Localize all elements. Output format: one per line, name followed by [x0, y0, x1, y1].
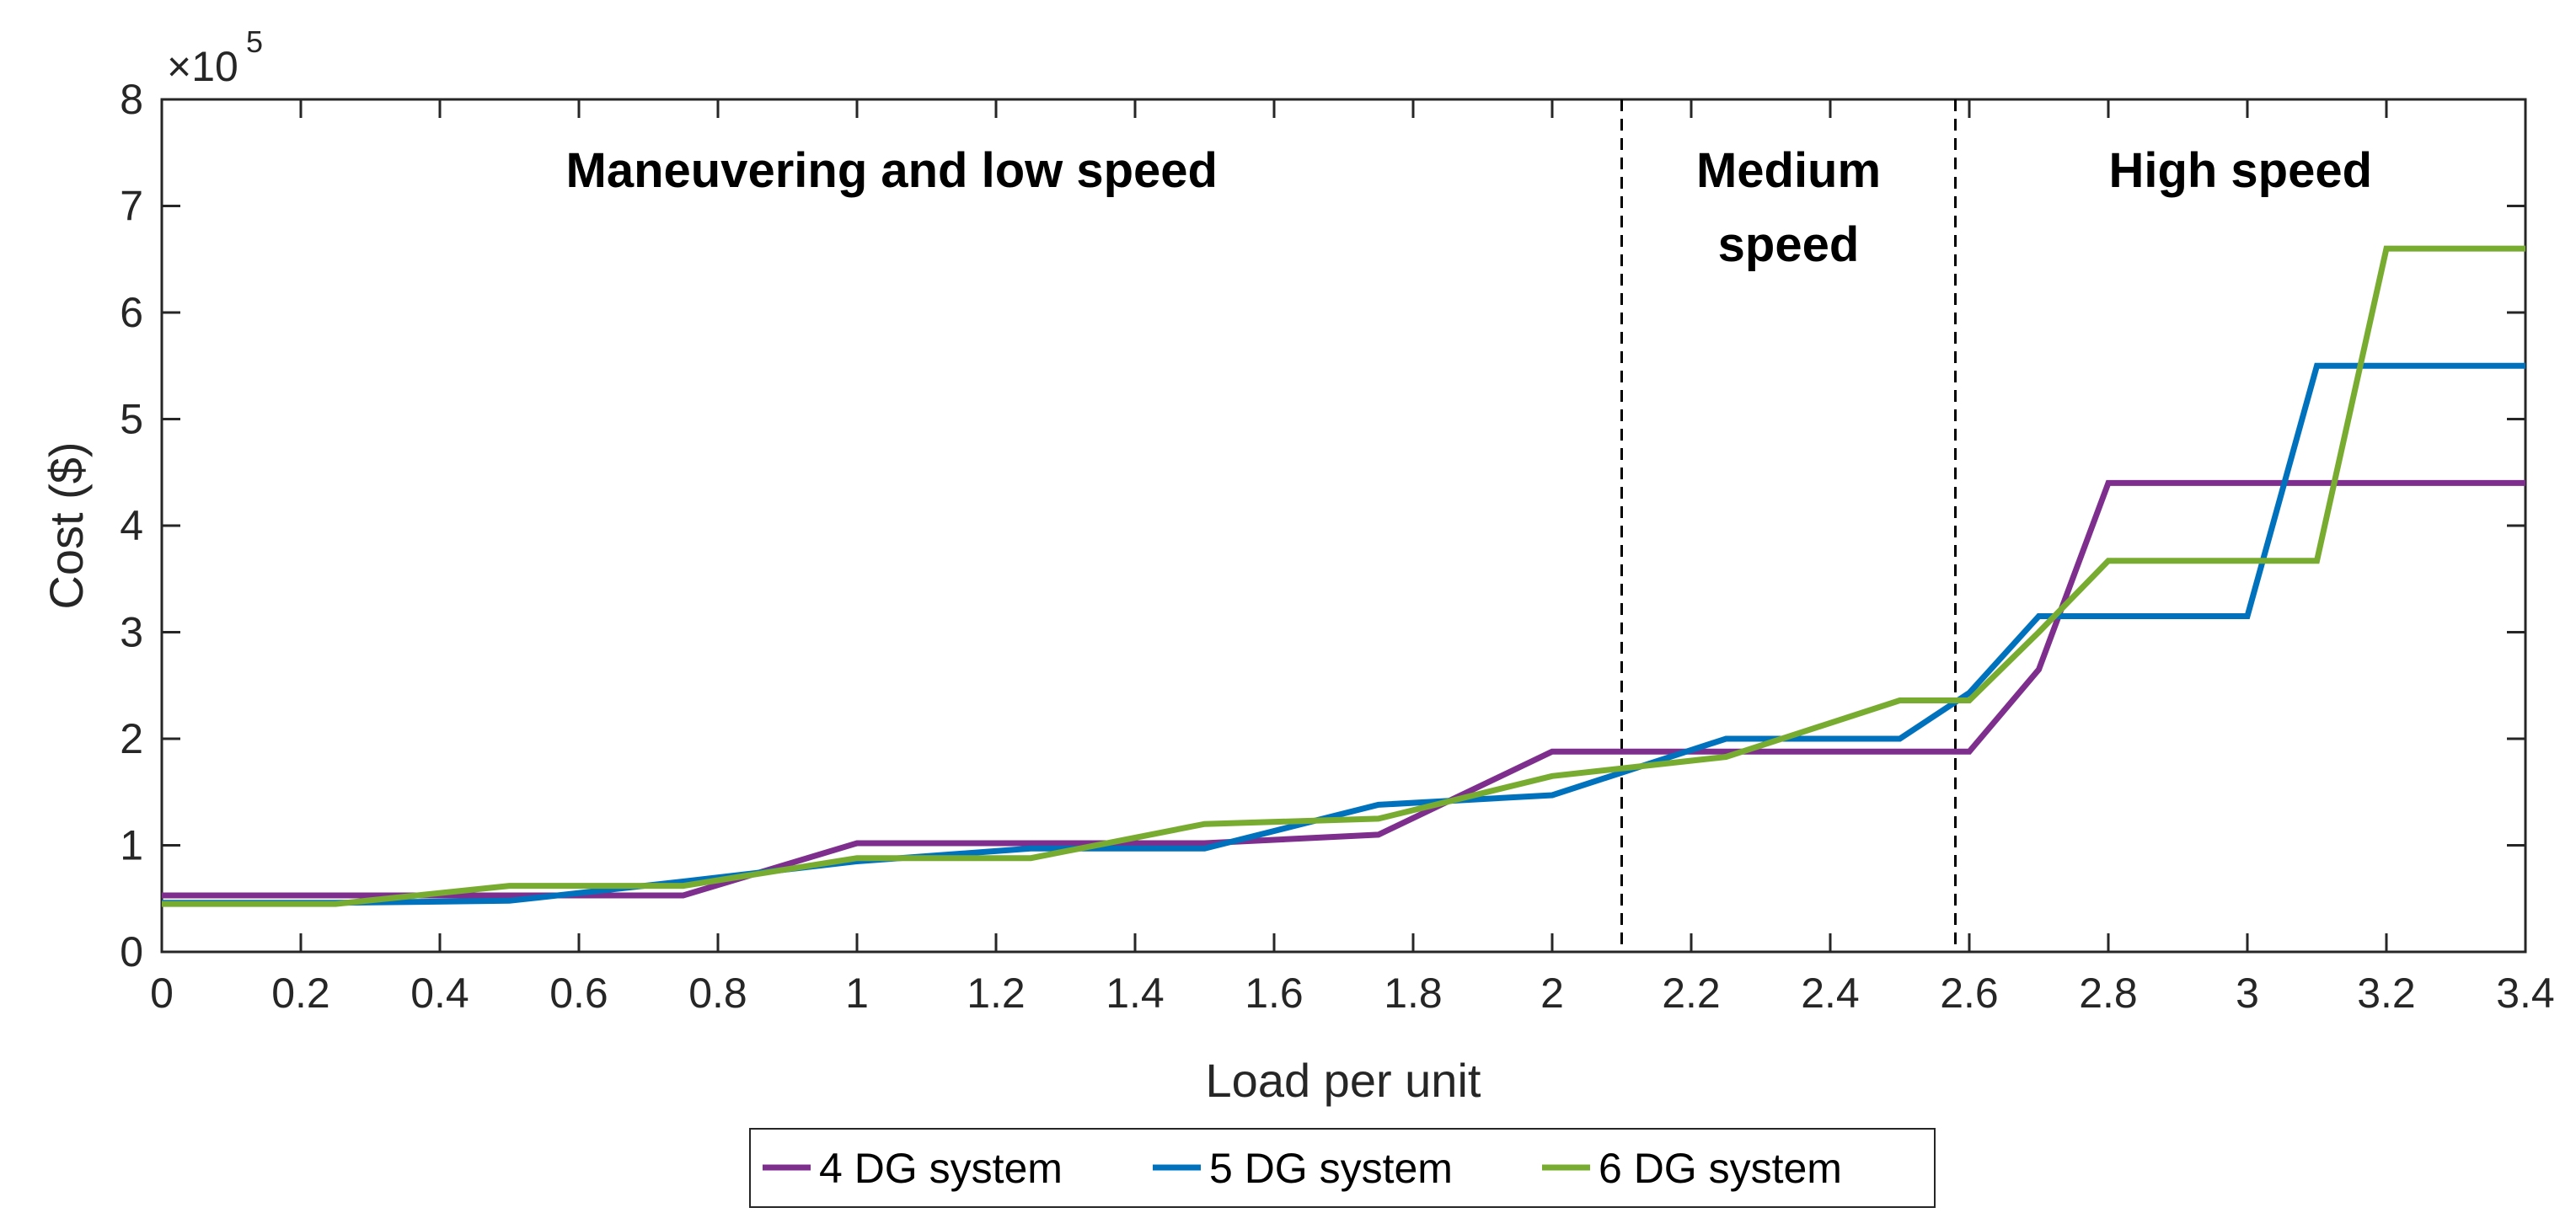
legend-label-6dg: 6 DG system — [1599, 1145, 1842, 1192]
series-layer — [162, 245, 2525, 907]
y-tick-label: 1 — [120, 822, 143, 869]
x-tick-label: 1 — [845, 970, 869, 1017]
y-axis-title: Cost ($) — [40, 441, 93, 609]
x-tick-label: 2.4 — [1801, 970, 1860, 1017]
x-tick-label: 2.6 — [1940, 970, 1999, 1017]
y-tick-label: 2 — [120, 715, 143, 762]
legend-label-5dg: 5 DG system — [1209, 1145, 1453, 1192]
y-tick-label: 4 — [120, 502, 143, 549]
x-tick-label: 2.2 — [1662, 970, 1721, 1017]
x-tick-label: 3 — [2236, 970, 2259, 1017]
plot-area — [160, 98, 2527, 954]
region-layer: Maneuvering and low speed Medium speed High… — [566, 99, 2372, 952]
x-tick-label: 2 — [1540, 970, 1564, 1017]
y-tick-label: 0 — [120, 928, 143, 975]
x-tick-label: 1.8 — [1384, 970, 1443, 1017]
legend-label-4dg: 4 DG system — [819, 1145, 1063, 1192]
y-multiplier-exponent: 5 — [246, 24, 263, 59]
x-axis-title: Load per unit — [1206, 1054, 1481, 1107]
region-label: High speed — [2108, 143, 2372, 198]
y-tick-label: 3 — [120, 609, 143, 656]
x-tick-label: 2.8 — [2079, 970, 2138, 1017]
y-tick-label: 8 — [120, 76, 143, 123]
y-tick-label: 6 — [120, 289, 143, 336]
series-line-4dg — [162, 479, 2525, 899]
region-label: Medium — [1696, 143, 1881, 198]
x-tick-label: 0.8 — [688, 970, 747, 1017]
x-tick-label: 0.6 — [549, 970, 608, 1017]
series-line-5dg — [162, 362, 2525, 906]
x-tick-label: 1.4 — [1106, 970, 1165, 1017]
legend-box — [749, 1128, 1936, 1208]
x-tick-label: 1.2 — [967, 970, 1026, 1017]
y-axis: 0 1 2 3 4 5 6 7 8 — [120, 76, 2525, 975]
region-label: Maneuvering and low speed — [566, 143, 1218, 198]
y-tick-label: 5 — [120, 396, 143, 443]
x-tick-label: 0.4 — [410, 970, 469, 1017]
legend: 4 DG system 5 DG system 6 DG system — [749, 1128, 1936, 1208]
x-tick-label: 3.2 — [2357, 970, 2416, 1017]
x-tick-label: 0.2 — [271, 970, 330, 1017]
x-tick-label: 1.6 — [1245, 970, 1304, 1017]
y-tick-label: 7 — [120, 183, 143, 230]
series-line-6dg — [162, 245, 2525, 907]
x-tick-label: 3.4 — [2496, 970, 2555, 1017]
region-label: speed — [1718, 217, 1860, 272]
x-tick-label: 0 — [150, 970, 174, 1017]
y-multiplier-base: ×10 — [167, 43, 238, 90]
x-axis: 0 0.2 0.4 0.6 0.8 1 1.2 1.4 1.6 1.8 2 2.2 2.4 2.6 2.8 3… — [150, 99, 2555, 1017]
